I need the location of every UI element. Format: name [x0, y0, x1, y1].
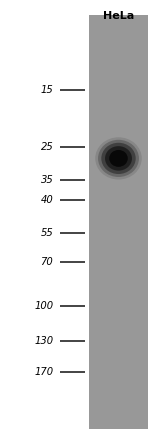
- Text: 35: 35: [40, 176, 53, 185]
- Text: 15: 15: [40, 85, 53, 95]
- Ellipse shape: [109, 150, 128, 167]
- Text: HeLa: HeLa: [103, 11, 134, 21]
- Ellipse shape: [98, 140, 139, 177]
- Text: 55: 55: [40, 228, 53, 238]
- Text: 100: 100: [34, 301, 53, 311]
- Text: 25: 25: [40, 143, 53, 152]
- Text: 130: 130: [34, 336, 53, 346]
- Bar: [89, 15, 148, 429]
- Text: 70: 70: [40, 257, 53, 267]
- Ellipse shape: [105, 146, 132, 171]
- Ellipse shape: [95, 137, 142, 180]
- Text: 170: 170: [34, 367, 53, 377]
- Ellipse shape: [101, 143, 136, 174]
- Text: 40: 40: [40, 195, 53, 205]
